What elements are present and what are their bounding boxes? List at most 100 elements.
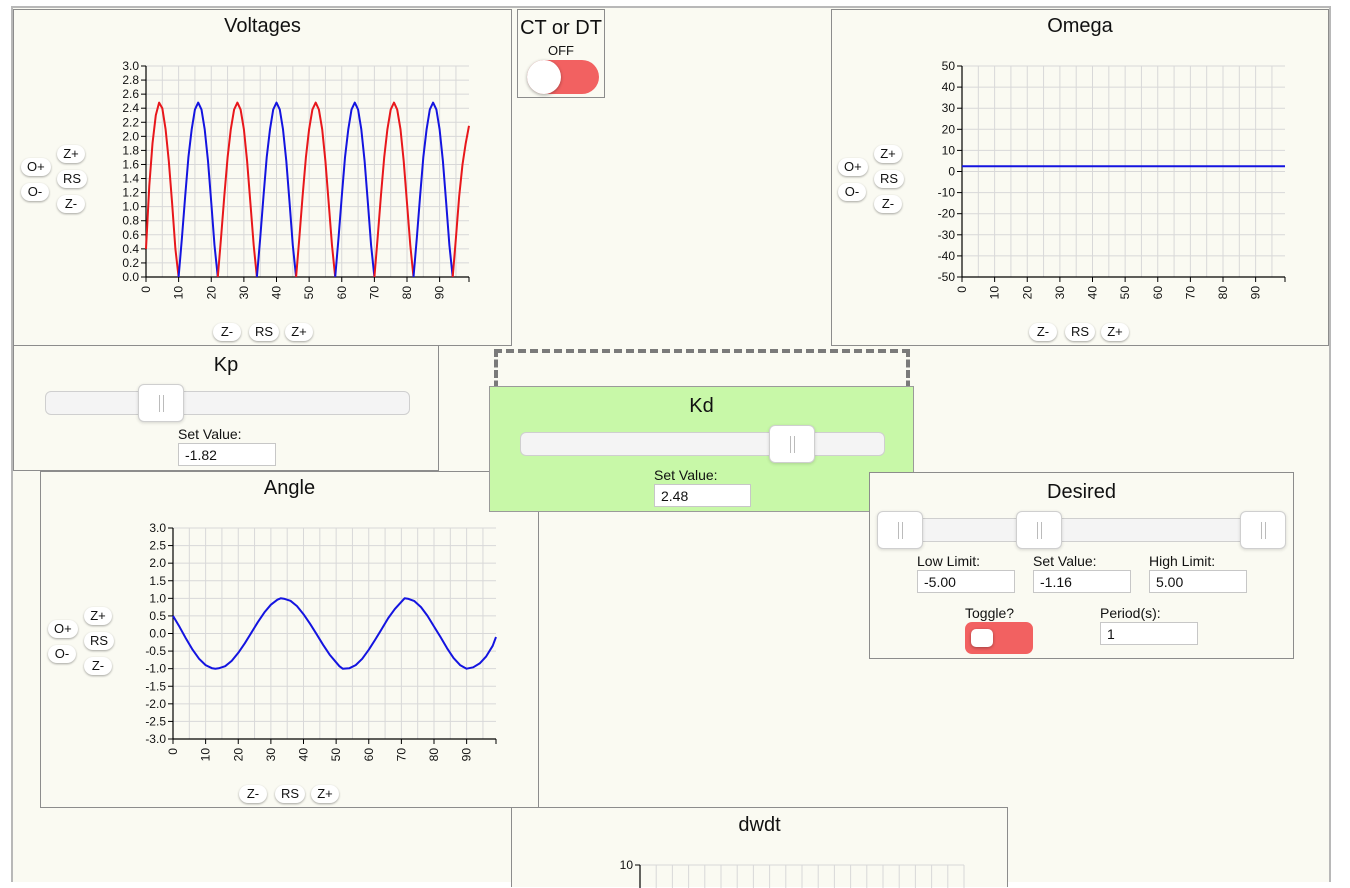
series-line-7: [412, 101, 454, 278]
ct-dt-state: OFF: [548, 43, 574, 58]
voltages-zoom-in-x-button[interactable]: Z+: [285, 323, 313, 341]
angle-chart: 3.0 2.5 2.0 1.5 1.0 0.5 0.0 -0.5 -1.0 -1.5 -2.0 -2.…: [145, 521, 497, 762]
voltages-offset-plus-button[interactable]: O+: [21, 158, 51, 176]
kp-slider-handle[interactable]: [138, 384, 184, 422]
y-tick-label: 10: [620, 858, 634, 872]
angle-zoom-in-x-button[interactable]: Z+: [311, 785, 339, 803]
x-tick-label: 60: [1151, 286, 1165, 300]
x-tick-label: 60: [335, 286, 349, 300]
series-line-0: [145, 101, 180, 278]
voltages-title: Voltages: [224, 15, 301, 37]
omega-zoom-in-x-button[interactable]: Z+: [1101, 323, 1129, 341]
y-tick-label: 50: [942, 59, 956, 73]
desired-set-value-field[interactable]: [1033, 570, 1131, 593]
y-tick-label: 0.0: [149, 627, 166, 641]
desired-period-label: Period(s):: [1100, 605, 1161, 621]
x-tick-label: 70: [367, 286, 381, 300]
y-tick-label: 0.4: [122, 242, 139, 256]
y-tick-label: 30: [942, 101, 956, 115]
series-line-2: [216, 101, 258, 278]
voltages-reset-x-button[interactable]: RS: [249, 323, 280, 341]
kd-set-value-field[interactable]: [654, 484, 751, 507]
desired-slider-track[interactable]: [880, 518, 1285, 542]
y-tick-label: 3.0: [122, 59, 139, 73]
voltages-zoom-in-y-button[interactable]: Z+: [57, 145, 85, 163]
x-tick-label: 90: [460, 748, 474, 762]
voltages-zoom-out-x-button[interactable]: Z-: [213, 323, 241, 341]
ct-dt-toggle[interactable]: [527, 60, 599, 94]
y-tick-label: 1.6: [122, 157, 139, 171]
angle-reset-x-button[interactable]: RS: [275, 785, 306, 803]
desired-high-limit-handle[interactable]: [1240, 511, 1286, 549]
angle-zoom-out-x-button[interactable]: Z-: [239, 785, 267, 803]
x-tick-label: 40: [270, 286, 284, 300]
kd-set-value-label: Set Value:: [654, 467, 718, 483]
y-tick-label: 0: [948, 165, 955, 179]
voltages-reset-y-button[interactable]: RS: [57, 170, 88, 188]
y-tick-label: 1.5: [149, 574, 166, 588]
y-tick-label: 1.2: [122, 186, 139, 200]
desired-set-value-handle[interactable]: [1016, 511, 1062, 549]
y-tick-label: -3.0: [145, 732, 166, 746]
angle-offset-minus-button[interactable]: O-: [48, 645, 76, 663]
y-tick-label: 1.4: [122, 172, 139, 186]
y-tick-label: 20: [942, 122, 956, 136]
desired-low-limit-label: Low Limit:: [917, 553, 981, 569]
y-tick-label: 40: [942, 80, 956, 94]
y-tick-label: -10: [938, 186, 956, 200]
kp-panel: Kp Set Value:: [13, 345, 439, 471]
omega-zoom-out-x-button[interactable]: Z-: [1029, 323, 1057, 341]
y-tick-label: 2.2: [122, 115, 139, 129]
desired-low-limit-handle[interactable]: [877, 511, 923, 549]
x-tick-label: 50: [302, 286, 316, 300]
x-tick-label: 50: [1118, 286, 1132, 300]
voltages-zoom-out-y-button[interactable]: Z-: [57, 195, 85, 213]
desired-toggle[interactable]: [965, 622, 1033, 654]
omega-offset-plus-button[interactable]: O+: [838, 158, 868, 176]
dwdt-title: dwdt: [738, 814, 781, 836]
ct-dt-title: CT or DT: [520, 17, 602, 39]
omega-zoom-in-y-button[interactable]: Z+: [874, 145, 902, 163]
series-line-5: [334, 101, 376, 278]
voltages-chart: 3.02.82.62.42.22.01.81.61.41.21.00.80.60…: [122, 59, 470, 300]
x-tick-label: 50: [329, 748, 343, 762]
series-line-4: [295, 101, 337, 278]
y-tick-label: 0.5: [149, 609, 166, 623]
y-tick-label: 0.2: [122, 256, 139, 270]
x-tick-label: 20: [1020, 286, 1034, 300]
desired-high-limit-field[interactable]: [1149, 570, 1247, 593]
angle-reset-y-button[interactable]: RS: [84, 632, 115, 650]
angle-zoom-in-y-button[interactable]: Z+: [84, 607, 112, 625]
y-tick-label: 2.5: [149, 539, 166, 553]
x-tick-label: 90: [1249, 286, 1263, 300]
desired-toggle-knob: [971, 629, 993, 647]
omega-reset-y-button[interactable]: RS: [874, 170, 905, 188]
angle-zoom-out-y-button[interactable]: Z-: [84, 657, 112, 675]
y-tick-label: -20: [938, 207, 956, 221]
kp-title: Kp: [213, 354, 239, 376]
angle-offset-plus-button[interactable]: O+: [48, 620, 78, 638]
voltages-offset-minus-button[interactable]: O-: [21, 183, 49, 201]
kd-slider-track[interactable]: [520, 432, 885, 456]
kp-set-value-field[interactable]: [178, 443, 276, 466]
kd-panel[interactable]: Kd Set Value:: [489, 386, 914, 512]
ct-dt-toggle-knob: [527, 60, 561, 94]
y-tick-label: 2.4: [122, 101, 139, 115]
kp-slider-track[interactable]: [45, 391, 410, 415]
omega-offset-minus-button[interactable]: O-: [838, 183, 866, 201]
desired-period-field[interactable]: [1100, 622, 1198, 645]
desired-set-value-label: Set Value:: [1033, 553, 1097, 569]
x-tick-label: 30: [1053, 286, 1067, 300]
kd-slider-handle[interactable]: [769, 425, 815, 463]
y-tick-label: 1.8: [122, 143, 139, 157]
y-tick-label: 1.0: [149, 591, 166, 605]
x-tick-label: 70: [394, 748, 408, 762]
series-line-0: [172, 597, 497, 670]
omega-reset-x-button[interactable]: RS: [1065, 323, 1096, 341]
y-tick-label: -1.0: [145, 662, 166, 676]
desired-low-limit-field[interactable]: [917, 570, 1015, 593]
x-tick-label: 40: [1086, 286, 1100, 300]
omega-zoom-out-y-button[interactable]: Z-: [874, 195, 902, 213]
ct-dt-panel: CT or DT OFF: [517, 9, 605, 98]
y-tick-label: 0.6: [122, 228, 139, 242]
